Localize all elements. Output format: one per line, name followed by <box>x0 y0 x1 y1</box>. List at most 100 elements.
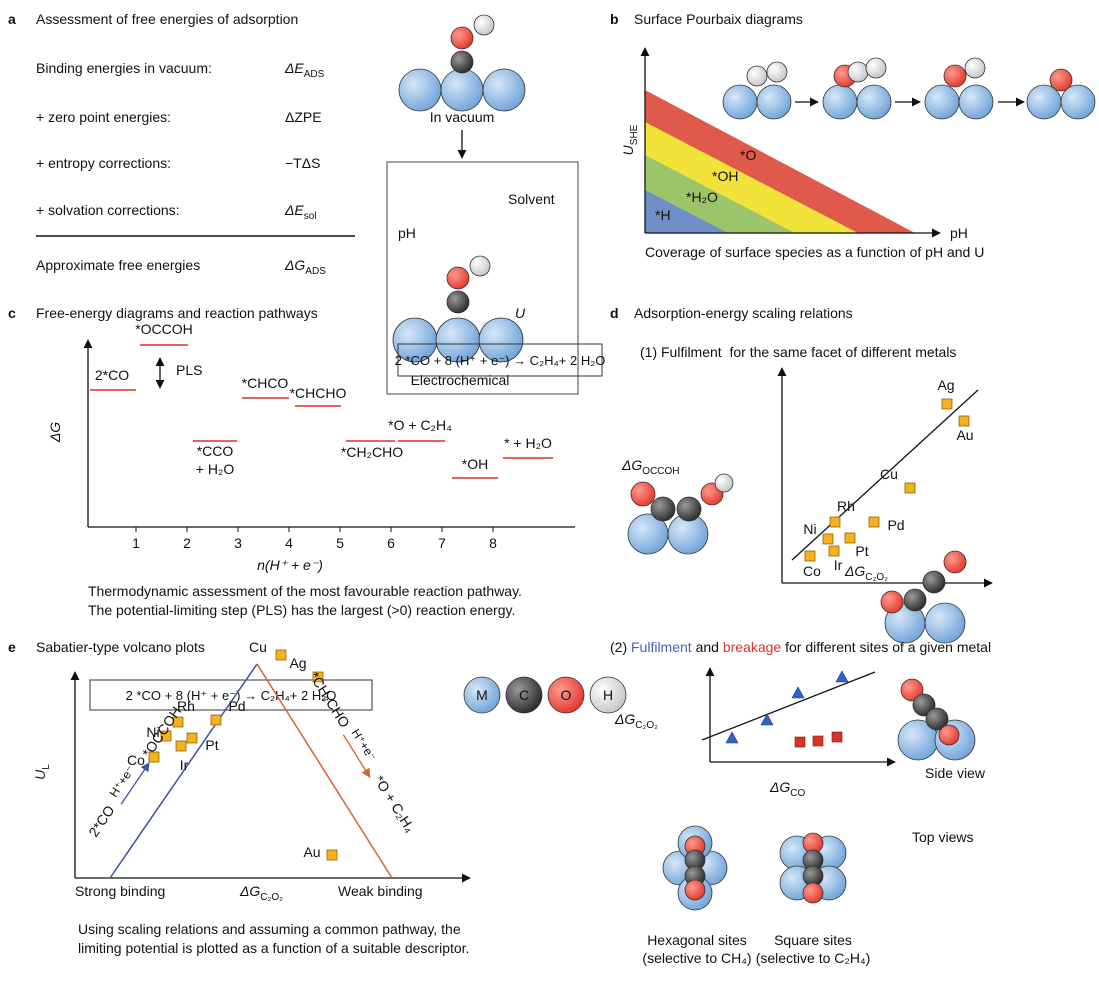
label: Solvent <box>508 191 555 207</box>
atom <box>823 85 857 119</box>
level-label: *CH₂CHO <box>341 444 403 460</box>
row-label: + solvation corrections: <box>36 202 180 218</box>
level-label: 2*CO <box>95 367 129 383</box>
label: In vacuum <box>430 109 495 125</box>
atom <box>1050 69 1072 91</box>
atom <box>925 603 965 643</box>
atom <box>441 69 483 111</box>
label: PLS <box>176 362 202 378</box>
metal-point <box>187 733 197 743</box>
label: pH <box>398 225 416 241</box>
label: Coverage of surface species as a functio… <box>645 244 984 260</box>
label: Top views <box>912 829 973 845</box>
level-label: *O + C₂H₄ <box>388 417 452 433</box>
atom <box>857 85 891 119</box>
caption: Using scaling relations and assuming a c… <box>78 921 461 937</box>
row-term: ΔGADS <box>284 257 326 277</box>
metal-label: Pd <box>228 698 245 714</box>
metal-point <box>830 517 840 527</box>
atom <box>747 66 767 86</box>
row-term: −TΔS <box>285 155 320 171</box>
site-point <box>795 737 805 747</box>
label-subscript: sol <box>304 211 317 222</box>
metal-label: Pd <box>887 517 904 533</box>
subtitle-part: for different sites of a given metal <box>781 639 991 655</box>
label-base: ΔG <box>614 711 635 727</box>
metal-point <box>845 533 855 543</box>
label: Side view <box>925 765 986 781</box>
metal-label: Au <box>956 427 973 443</box>
label: U <box>515 305 526 321</box>
label-subscript: C₂O₂ <box>260 892 283 903</box>
subtitle: (1) Fulfilment for the same facet of dif… <box>640 344 956 360</box>
site-point <box>832 732 842 742</box>
label-base: ΔG <box>239 883 260 899</box>
label-base: ΔE <box>284 60 304 76</box>
metal-label: Ag <box>289 655 306 671</box>
row-term: ΔZPE <box>285 109 322 125</box>
site-point <box>813 736 823 746</box>
level-label: *OCCOH <box>135 321 193 337</box>
row-label: + entropy corrections: <box>36 155 171 171</box>
panel-letter: d <box>610 305 619 321</box>
metal-point <box>869 517 879 527</box>
level-label: *CCO <box>197 443 234 459</box>
metal-label: Pt <box>855 543 868 559</box>
atom <box>959 85 993 119</box>
atom <box>723 85 757 119</box>
atom <box>881 591 903 613</box>
label-subscript: ADS <box>305 266 326 277</box>
label: H⁺+e⁻ <box>107 763 138 800</box>
row-term: ΔEsol <box>284 202 317 222</box>
region-label: *O <box>740 147 756 163</box>
x-tick-label: 4 <box>285 535 293 551</box>
panel-title: Adsorption-energy scaling relations <box>634 305 853 321</box>
atom <box>866 58 886 78</box>
panel-letter: a <box>8 11 16 27</box>
panel-title: Free-energy diagrams and reaction pathwa… <box>36 305 318 321</box>
subtitle-part: Fulfilment <box>631 639 692 655</box>
label-base: ΔG <box>844 563 865 579</box>
atom-legend: O <box>561 687 572 703</box>
atom <box>939 725 959 745</box>
label: ΔGC₂O₂ <box>239 883 283 903</box>
label: 2*CO <box>85 802 117 839</box>
label-subscript: SHE <box>629 124 640 145</box>
row-label: Approximate free energies <box>36 257 200 273</box>
metal-point <box>905 483 915 493</box>
metal-label: Ir <box>180 757 189 773</box>
atom-legend: H <box>603 687 613 703</box>
label-base: ΔE <box>284 202 304 218</box>
level-label: *CHCHO <box>290 385 347 401</box>
metal-label: Rh <box>837 498 855 514</box>
atom <box>715 474 733 492</box>
metal-point <box>829 546 839 556</box>
panel-title: Surface Pourbaix diagrams <box>634 11 803 27</box>
label-subscript: ADS <box>304 69 325 80</box>
panel-title: Assessment of free energies of adsorptio… <box>36 11 298 27</box>
atom <box>803 883 823 903</box>
atom <box>451 27 473 49</box>
panel-letter: e <box>8 639 16 655</box>
panel-title: Sabatier-type volcano plots <box>36 639 205 655</box>
label-base: ΔG <box>284 257 305 273</box>
atom <box>965 58 985 78</box>
label: pH <box>950 225 968 241</box>
caption: Thermodynamic assessment of the most fav… <box>88 583 522 599</box>
metal-point <box>942 399 952 409</box>
site-point <box>792 687 804 698</box>
atom <box>474 15 494 35</box>
level-label: * + H₂O <box>504 435 552 451</box>
metal-label: Cu <box>880 466 898 482</box>
metal-point <box>959 416 969 426</box>
label-subscript: C₂O₂ <box>635 720 658 731</box>
label: ΔGCO <box>769 779 806 799</box>
atom-legend: C <box>519 687 529 703</box>
atom-legend: M <box>476 687 488 703</box>
row-label: Binding energies in vacuum: <box>36 60 212 76</box>
atom <box>677 497 701 521</box>
atom <box>651 497 675 521</box>
atom <box>944 551 966 573</box>
metal-label: Co <box>803 563 821 579</box>
